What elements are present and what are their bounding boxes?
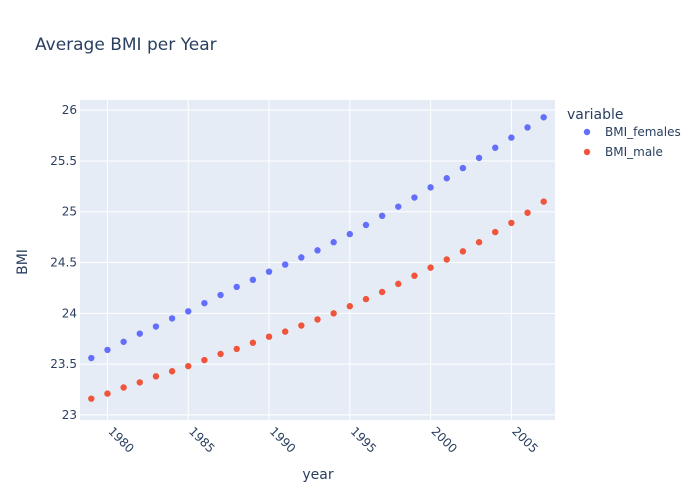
data-point[interactable] [475, 154, 483, 162]
data-point[interactable] [298, 254, 305, 261]
data-point[interactable] [475, 239, 483, 246]
data-point[interactable] [314, 316, 321, 323]
data-point[interactable] [411, 272, 418, 279]
legend-item[interactable]: BMI_females [583, 125, 681, 139]
data-point[interactable] [281, 261, 289, 268]
data-point[interactable] [88, 395, 95, 402]
data-point[interactable] [540, 114, 547, 121]
grid-lines [80, 100, 555, 420]
y-tick-label: 23 [62, 408, 77, 422]
data-point[interactable] [411, 194, 418, 201]
data-point[interactable] [459, 248, 467, 255]
data-point[interactable] [120, 384, 127, 391]
y-tick-label: 25 [62, 205, 77, 219]
data-point[interactable] [362, 295, 370, 303]
data-point[interactable] [265, 268, 273, 275]
data-point[interactable] [443, 256, 450, 263]
data-point[interactable] [508, 134, 515, 141]
data-point[interactable] [185, 362, 192, 370]
data-point[interactable] [249, 276, 257, 284]
data-point[interactable] [152, 373, 160, 380]
data-point[interactable] [104, 390, 111, 397]
data-point[interactable] [249, 339, 257, 346]
data-point[interactable] [136, 379, 143, 386]
data-point[interactable] [492, 144, 499, 151]
y-tick-label: 23.5 [50, 357, 77, 371]
data-point[interactable] [281, 328, 289, 335]
y-axis-title: BMI [15, 249, 31, 275]
legend-items: BMI_females BMI_male [583, 125, 681, 159]
series-BMI_females [88, 114, 547, 362]
y-tick-label: 25.5 [50, 154, 77, 168]
legend-label: BMI_male [605, 145, 663, 159]
data-point[interactable] [427, 264, 434, 271]
legend: variable BMI_females BMI_male [567, 107, 681, 159]
data-point[interactable] [395, 203, 402, 210]
data-point[interactable] [152, 323, 160, 330]
data-point[interactable] [233, 283, 240, 291]
data-point[interactable] [378, 212, 386, 220]
data-point[interactable] [524, 124, 531, 131]
data-point[interactable] [330, 239, 337, 246]
data-point[interactable] [233, 345, 240, 353]
x-axis-title: year [302, 467, 333, 483]
data-point[interactable] [265, 333, 273, 340]
legend-title: variable [567, 107, 623, 123]
data-point[interactable] [314, 247, 321, 254]
legend-item[interactable]: BMI_male [583, 145, 663, 159]
data-point[interactable] [346, 230, 354, 238]
series-BMI_male [88, 198, 547, 402]
y-tick-label: 26 [62, 103, 77, 117]
data-point[interactable] [217, 291, 224, 299]
data-point[interactable] [298, 322, 305, 329]
data-points [88, 114, 547, 402]
data-point[interactable] [168, 315, 176, 322]
legend-marker [583, 148, 591, 156]
data-point[interactable] [395, 280, 402, 288]
data-point[interactable] [427, 184, 434, 191]
legend-label: BMI_females [605, 125, 681, 139]
data-point[interactable] [508, 219, 515, 227]
data-point[interactable] [330, 310, 337, 317]
legend-marker [583, 128, 591, 136]
data-point[interactable] [362, 221, 370, 229]
data-point[interactable] [201, 299, 208, 307]
data-point[interactable] [524, 209, 531, 216]
data-point[interactable] [346, 303, 354, 310]
data-point[interactable] [459, 164, 467, 172]
data-point[interactable] [201, 356, 208, 364]
data-point[interactable] [443, 175, 450, 182]
y-axis-ticks: 23 23.5 24 24.5 25 25.5 26 [50, 103, 77, 422]
chart-title: Average BMI per Year [35, 35, 217, 55]
data-point[interactable] [104, 346, 111, 354]
data-point[interactable] [168, 368, 176, 375]
y-tick-label: 24.5 [50, 256, 77, 270]
data-point[interactable] [540, 198, 547, 205]
plot-background [80, 100, 555, 420]
data-point[interactable] [378, 288, 386, 296]
data-point[interactable] [492, 228, 499, 236]
data-point[interactable] [217, 350, 224, 358]
data-point[interactable] [120, 338, 127, 345]
data-point[interactable] [185, 308, 192, 315]
data-point[interactable] [136, 330, 143, 337]
data-point[interactable] [88, 354, 95, 362]
y-tick-label: 24 [62, 306, 77, 320]
